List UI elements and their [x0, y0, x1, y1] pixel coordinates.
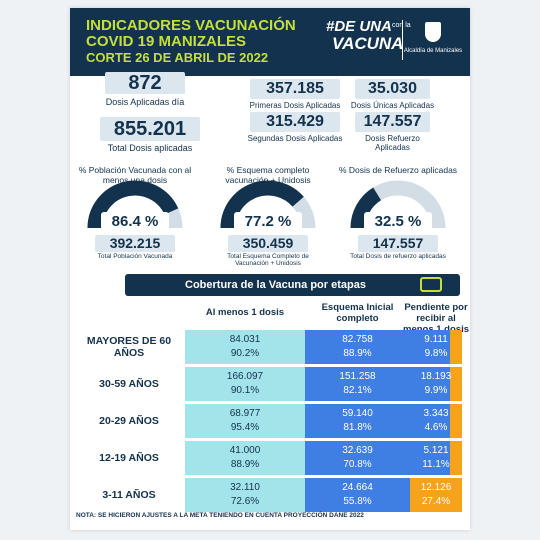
- pending-bar: [450, 367, 462, 401]
- stat-value: 315.429: [250, 112, 340, 132]
- note: NOTA: SE HICIERON AJUSTES A LA META TENI…: [76, 512, 364, 519]
- cell-bg: [305, 404, 410, 438]
- cell-bg: [185, 330, 305, 364]
- cell-percent: 9.8%: [424, 348, 448, 359]
- cell-percent: 88.9%: [230, 459, 260, 470]
- stat-label: Segundas Dosis Aplicadas: [247, 134, 343, 143]
- gauge-percent: 32.5 %: [364, 212, 432, 232]
- gauge-fill: [350, 187, 382, 229]
- row-label: 30-59 AÑOS: [99, 378, 159, 390]
- cell-count: 82.758: [342, 334, 373, 345]
- cell-percent: 95.4%: [230, 422, 260, 433]
- gauge-fill: [87, 180, 179, 229]
- logo-text: #DE UNA: [326, 18, 392, 35]
- stat-label: Dosis Únicas Aplicadas: [350, 101, 435, 110]
- cell-count: 151.258: [339, 371, 376, 382]
- stat-value: 855.201: [100, 117, 200, 141]
- cell-percent: 82.1%: [343, 385, 372, 396]
- cell-percent: 11.1%: [422, 459, 450, 470]
- cell-percent: 72.6%: [230, 496, 260, 507]
- gauge-caption: Total Esquema Completo de Vacunación + U…: [227, 253, 309, 267]
- gauge-count: 392.215: [95, 235, 175, 252]
- cell-count: 59.140: [342, 408, 373, 419]
- cell-bg: [305, 330, 410, 364]
- logo-text: VACUNA: [332, 34, 404, 53]
- gauge-caption: Total Población Vacunada: [97, 253, 173, 260]
- cell-percent: 4.6%: [424, 422, 448, 433]
- cell-bg: [185, 441, 305, 475]
- stat-value: 35.030: [355, 79, 430, 99]
- table-icon: [420, 277, 442, 292]
- cell-bg: [185, 404, 305, 438]
- cell-count: 9.111: [424, 334, 448, 345]
- cell-bg: [185, 478, 305, 512]
- pending-bar: [450, 404, 462, 438]
- cell-bg: [185, 367, 305, 401]
- cell-count: 5.121: [423, 445, 449, 456]
- pending-bar: [450, 330, 462, 364]
- table-title-bar: Cobertura de la Vacuna por etapas: [125, 274, 460, 296]
- cell-percent: 81.8%: [343, 422, 372, 433]
- cell-count: 3.343: [423, 408, 449, 419]
- title: INDICADORES VACUNACIÓN: [86, 17, 296, 34]
- cell-count: 41.000: [229, 445, 261, 456]
- stat-value: 872: [105, 72, 185, 94]
- cell-count: 84.031: [229, 334, 261, 345]
- cell-count: 68.977: [229, 408, 261, 419]
- divider: [402, 20, 403, 60]
- cell-percent: 88.9%: [343, 348, 372, 359]
- cell-count: 24.664: [342, 482, 373, 493]
- gauge-percent: 77.2 %: [234, 212, 302, 232]
- column-header: Esquema Inicial completo: [321, 302, 394, 324]
- cell-bg: [305, 367, 410, 401]
- stat-value: 147.557: [355, 112, 430, 132]
- row-label: 20-29 AÑOS: [99, 415, 159, 427]
- cell-count: 12.126: [420, 482, 452, 493]
- gauge-fill: [220, 180, 304, 229]
- org-name: Alcaldía de Manizales: [403, 48, 463, 54]
- gauge-title: % Dosis de Refuerzo aplicadas: [338, 165, 458, 175]
- pending-bar: [410, 478, 462, 512]
- gauge-count: 147.557: [358, 235, 438, 252]
- cell-percent: 55.8%: [343, 496, 372, 507]
- stat-label: Primeras Dosis Aplicadas: [249, 101, 341, 110]
- cell-bg: [305, 478, 410, 512]
- gauge-caption: Total Dosis de refuerzo aplicadas: [350, 253, 446, 260]
- cell-count: 166.097: [226, 371, 264, 382]
- gauge-title: % Población Vacunada con al menos una do…: [78, 165, 192, 185]
- cell-percent: 90.1%: [230, 385, 260, 396]
- crest-icon: [425, 22, 441, 42]
- cell-percent: 90.2%: [230, 348, 260, 359]
- pending-bar: [450, 441, 462, 475]
- gauge-count: 350.459: [228, 235, 308, 252]
- header-band: [70, 8, 470, 76]
- gauge-percent: 86.4 %: [101, 212, 169, 232]
- stat-label: Total Dosis aplicadas: [107, 143, 193, 153]
- row-label: 12-19 AÑOS: [99, 452, 159, 464]
- stat-value: 357.185: [250, 79, 340, 99]
- cell-percent: 70.8%: [343, 459, 372, 470]
- cell-bg: [305, 441, 410, 475]
- cell-count: 32.110: [230, 482, 260, 493]
- stat-label: Dosis Refuerzo Aplicadas: [365, 134, 420, 152]
- row-label: MAYORES DE 60 AÑOS: [86, 335, 172, 359]
- cell-percent: 9.9%: [424, 385, 448, 396]
- cell-percent: 27.4%: [421, 496, 451, 507]
- column-header: Al menos 1 dosis: [205, 307, 285, 318]
- cell-count: 18.193: [420, 371, 452, 382]
- title: CORTE 26 DE ABRIL DE 2022: [86, 50, 269, 65]
- title: COVID 19 MANIZALES: [86, 33, 247, 50]
- column-header: Pendiente por recibir al menos 1 dosis: [403, 302, 469, 335]
- stat-label: Dosis Aplicadas día: [105, 97, 185, 107]
- row-label: 3-11 AÑOS: [102, 489, 156, 501]
- cell-count: 32.639: [342, 445, 373, 456]
- logo-text: con la: [392, 22, 411, 29]
- gauge-title: % Esquema completo vacunación + Unidosis: [225, 165, 311, 185]
